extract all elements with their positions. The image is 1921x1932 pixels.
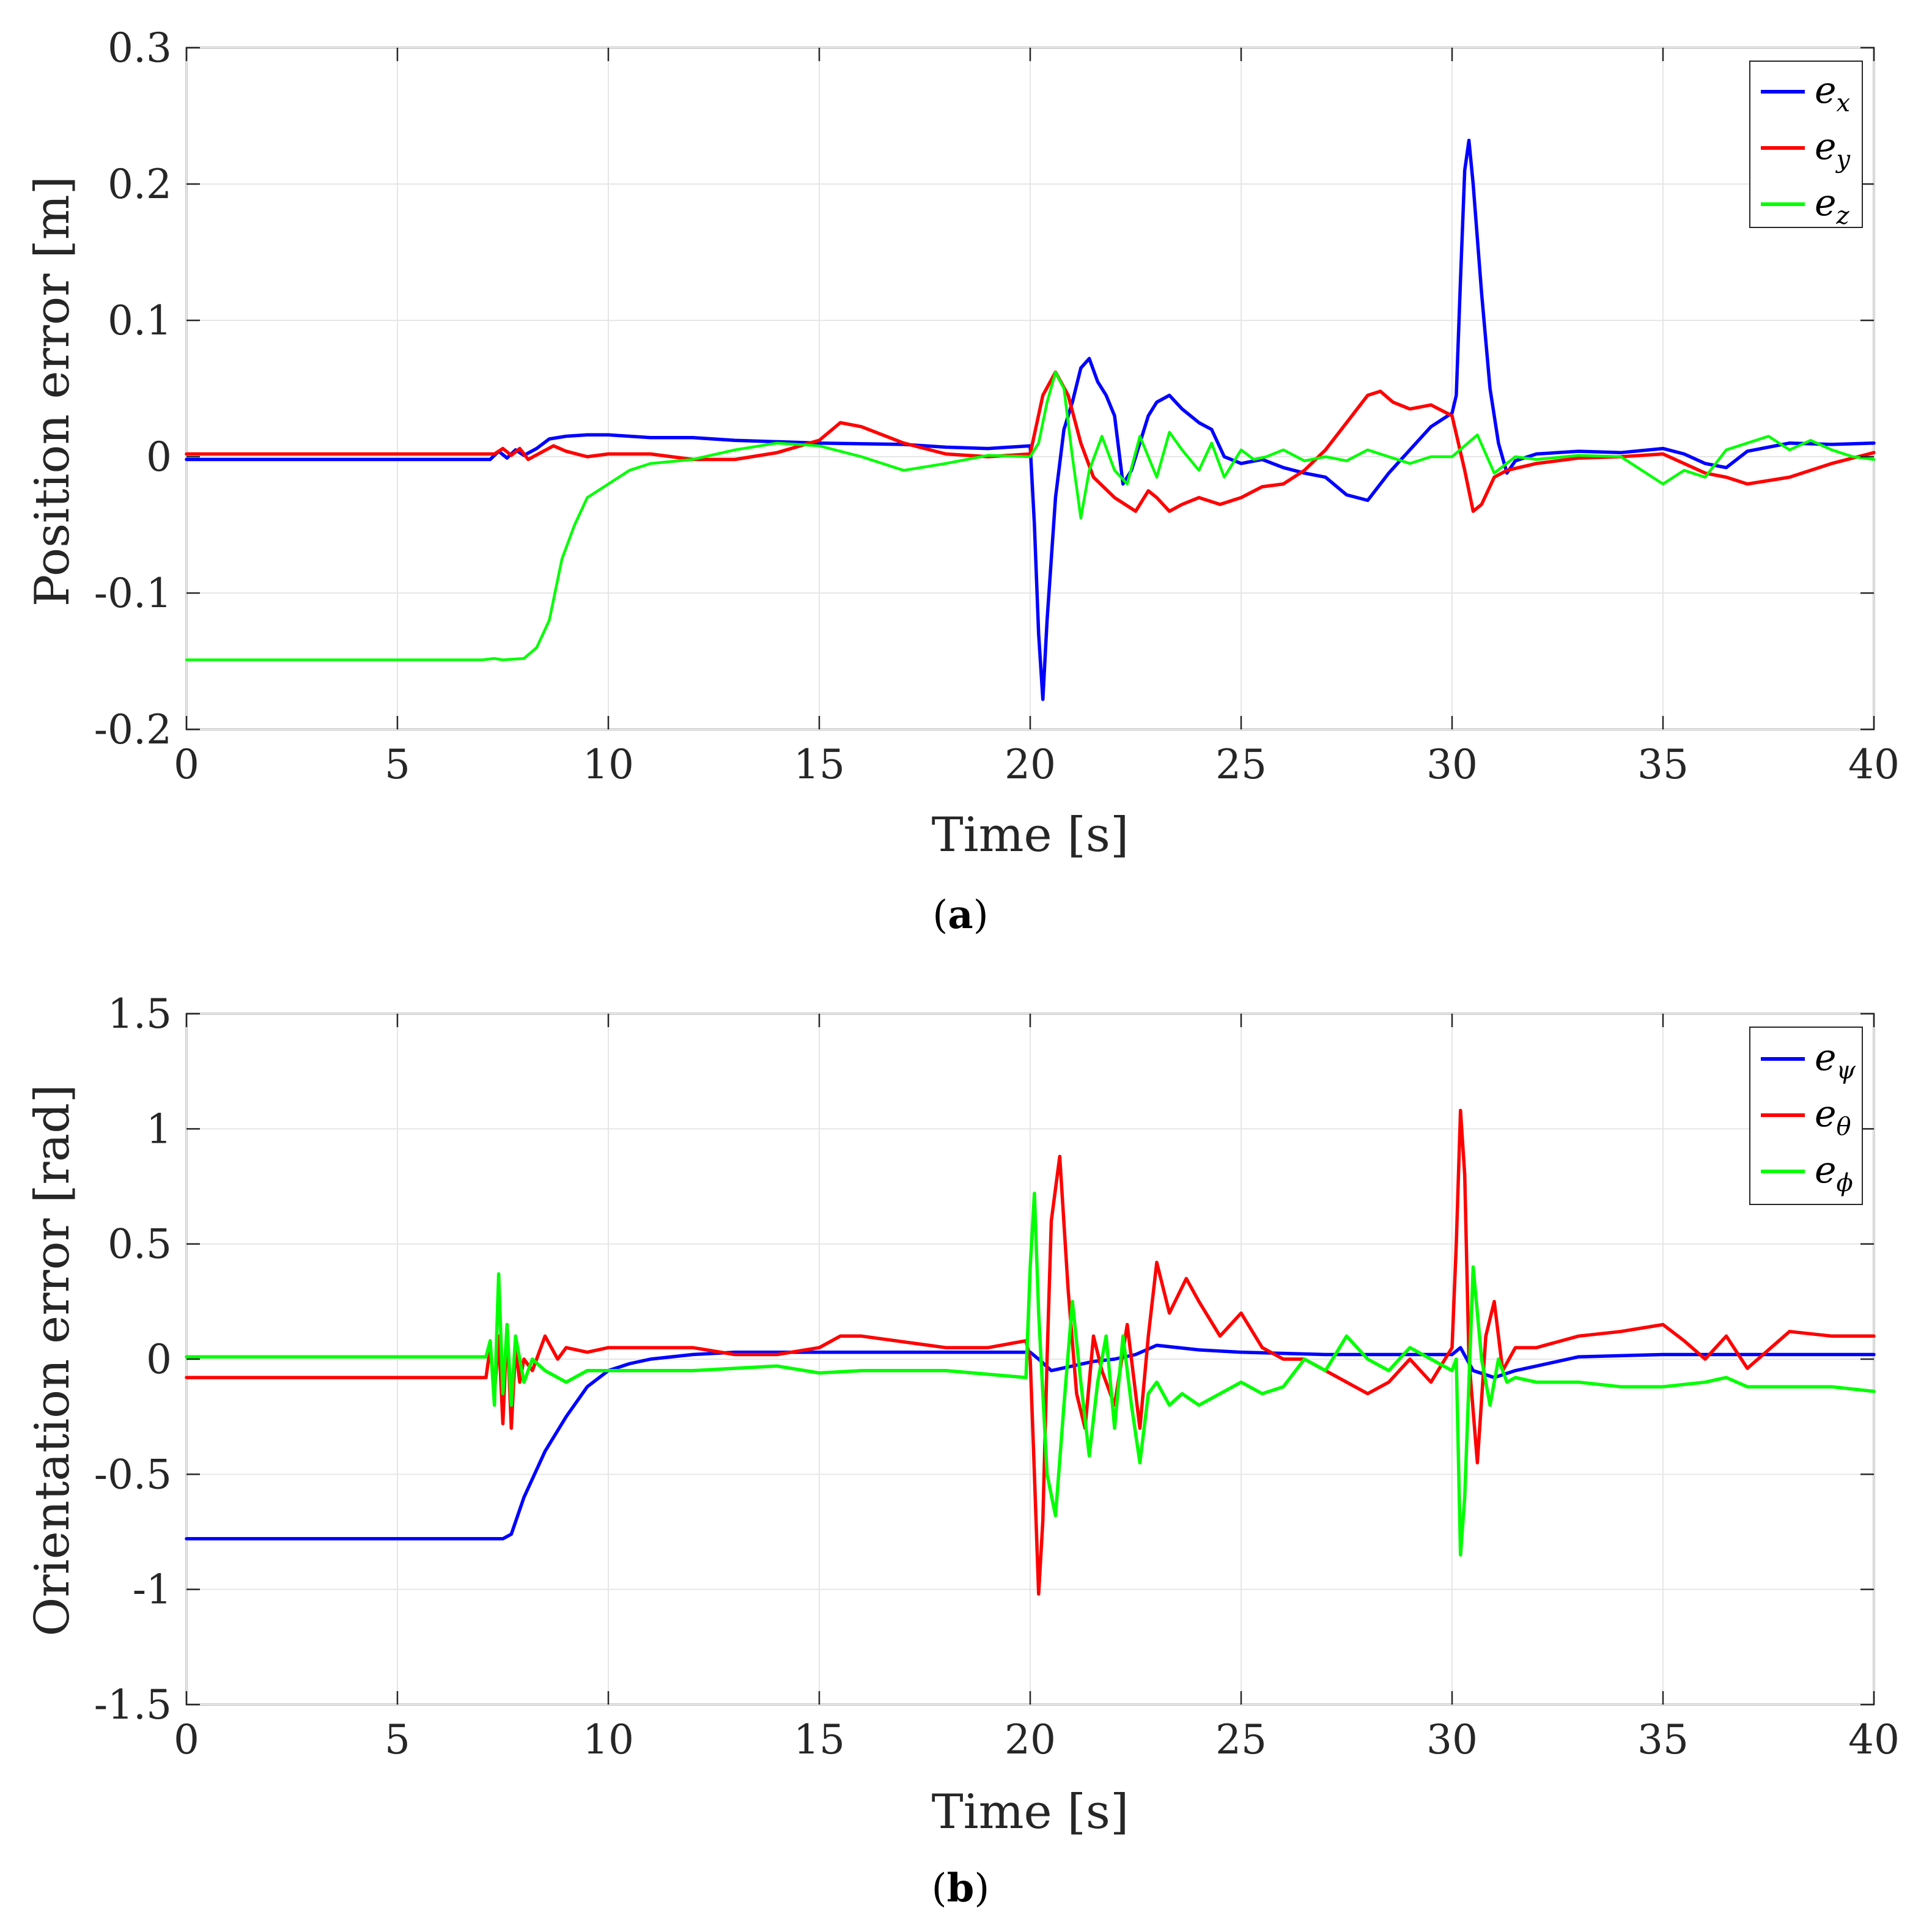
panel-b-orientation-error: 0 5 10 15 20 25 30 35 40 -1.5 -1 -0.5 0 0.5 1 1.5 Time… xyxy=(25,990,1900,1911)
panel-b-y-tick-label: -1.5 xyxy=(94,1681,172,1728)
panel-b-x-tick-label: 40 xyxy=(1848,1716,1900,1763)
panel-b-x-tick-label: 30 xyxy=(1426,1716,1478,1763)
panel-a-legend-subscript: z xyxy=(1836,202,1850,230)
panel-a-y-axis-label: Position error [m] xyxy=(25,176,80,607)
panel-a-y-tick-label: 0 xyxy=(146,433,172,481)
panel-b-series-line-ϕ xyxy=(185,1192,1876,1557)
panel-b-y-tick-label: -0.5 xyxy=(94,1451,172,1498)
panel-b-x-tick-label: 20 xyxy=(1005,1716,1056,1763)
panel-b-y-tick-label: 1.5 xyxy=(108,990,172,1038)
panel-a-x-ticks: 0 5 10 15 20 25 30 35 40 xyxy=(174,48,1900,788)
panel-a-x-tick-label: 0 xyxy=(174,741,199,788)
panel-a-legend-subscript: x xyxy=(1837,89,1851,117)
panel-b-legend-subscript: ψ xyxy=(1837,1056,1856,1085)
panel-a-x-tick-label: 15 xyxy=(794,741,845,788)
panel-a-x-tick-label: 5 xyxy=(385,741,410,788)
panel-b-y-tick-label: 0 xyxy=(146,1336,172,1383)
panel-a-legend-label-y: ey xyxy=(1815,125,1851,174)
panel-a-x-tick-label: 40 xyxy=(1848,741,1900,788)
panel-b-x-tick-label: 35 xyxy=(1637,1716,1689,1763)
panel-b-y-tick-label: 0.5 xyxy=(108,1221,172,1268)
panel-b-y-ticks: -1.5 -1 -0.5 0 0.5 1 1.5 xyxy=(94,990,1874,1728)
panel-b-x-tick-label: 25 xyxy=(1215,1716,1267,1763)
panel-a-legend-box xyxy=(1749,61,1863,228)
panel-b-legend-subscript: θ xyxy=(1837,1113,1851,1141)
panel-a-series xyxy=(185,138,1876,701)
panel-b-y-tick-label: 1 xyxy=(146,1105,172,1152)
panel-b-caption-letter: b xyxy=(947,1865,975,1911)
panel-a-legend-base: e xyxy=(1815,69,1837,112)
panel-b-legend-label-ψ: eψ xyxy=(1815,1036,1856,1085)
panel-a-x-tick-label: 30 xyxy=(1426,741,1478,788)
panel-a-y-ticks: -0.2 -0.1 0 0.1 0.2 0.3 xyxy=(94,24,1874,753)
panel-a-caption: (a) xyxy=(932,892,988,938)
panel-a-legend-label-z: ez xyxy=(1815,182,1850,230)
panel-a-position-error: 0 5 10 15 20 25 30 35 40 -0.2 -0.1 0 0.1 0.2 0.3 Time… xyxy=(25,24,1900,938)
panel-a-x-tick-label: 35 xyxy=(1637,741,1689,788)
panel-b-legend-label-ϕ: eϕ xyxy=(1815,1149,1853,1197)
panel-a-y-tick-label: -0.2 xyxy=(94,706,172,753)
panel-a-y-tick-label: -0.1 xyxy=(94,570,172,617)
panel-b-x-tick-label: 0 xyxy=(174,1716,199,1763)
panel-b-legend-subscript: ϕ xyxy=(1837,1169,1853,1197)
panel-a-caption-letter: a xyxy=(948,892,973,938)
panel-a-series-line-x xyxy=(185,138,1876,701)
panel-b-x-tick-label: 15 xyxy=(794,1716,845,1763)
panel-b-x-tick-label: 5 xyxy=(385,1716,410,1763)
panel-a-y-tick-label: 0.3 xyxy=(108,24,172,72)
panel-a-series-line-y xyxy=(185,370,1876,513)
panel-a-x-tick-label: 10 xyxy=(583,741,634,788)
panel-b-legend-base: e xyxy=(1815,1036,1837,1079)
panel-a-x-axis-label: Time [s] xyxy=(932,808,1129,863)
panel-a-y-tick-label: 0.1 xyxy=(108,297,172,344)
panel-b-series xyxy=(185,1108,1876,1596)
panel-a-x-tick-label: 20 xyxy=(1005,741,1056,788)
panel-a-y-tick-label: 0.2 xyxy=(108,161,172,208)
panel-b-x-axis-label: Time [s] xyxy=(932,1785,1129,1840)
panel-a-series-line-z xyxy=(185,371,1876,662)
panel-a-legend-subscript: y xyxy=(1835,146,1851,174)
panel-b-legend-base: e xyxy=(1815,1093,1837,1135)
panel-a-legend-label-x: ex xyxy=(1815,69,1850,117)
panel-b-legend-base: e xyxy=(1815,1149,1837,1192)
panel-b-y-axis-label: Orientation error [rad] xyxy=(25,1084,80,1636)
panel-b-legend-label-θ: eθ xyxy=(1815,1093,1851,1141)
panel-b-caption: (b) xyxy=(932,1865,990,1911)
panel-b-x-ticks: 0 5 10 15 20 25 30 35 40 xyxy=(174,1014,1900,1763)
panel-a-legend-base: e xyxy=(1815,182,1837,224)
panel-a-x-tick-label: 25 xyxy=(1215,741,1267,788)
panel-b-x-tick-label: 10 xyxy=(583,1716,634,1763)
panel-a-legend-base: e xyxy=(1815,125,1837,168)
panel-b-y-tick-label: -1 xyxy=(133,1566,172,1613)
